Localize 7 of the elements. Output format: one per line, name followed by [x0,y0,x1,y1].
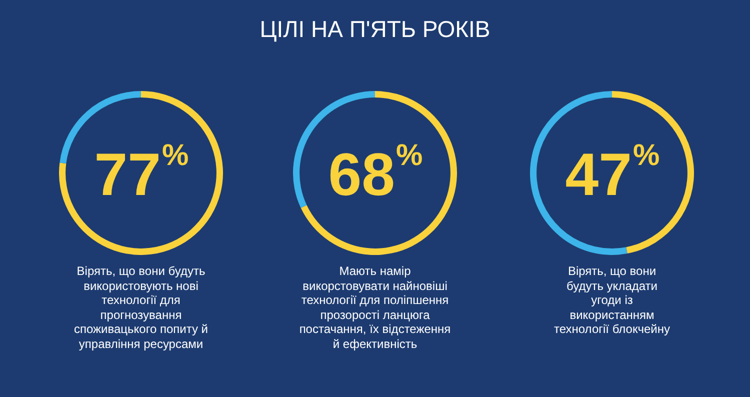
data-label: 47% [565,139,660,208]
text: Мають намір викорстовувати найновіші технології для поліпшення прозорості ланцюга постачання, їх відстеження й ефективність [298,264,452,352]
chart-title: ЦІЛІ НА П'ЯТЬ РОКІВ [258,16,492,43]
data-label: 77% [94,139,189,208]
text: Вірять, що вони будуть використовують нові технології для прогнозування споживацького попиту й управління ресурсами [72,264,210,352]
data-label: 68% [328,139,423,208]
text: Вірять, що вони будуть укладати угоди із використанням технології блокчейну [553,264,671,337]
